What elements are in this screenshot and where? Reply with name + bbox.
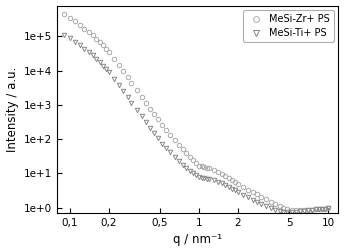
MeSi-Ti+ PS: [285, 211, 289, 214]
MeSi-Ti+ PS: [62, 34, 66, 37]
MeSi-Ti+ PS: [326, 207, 330, 210]
MeSi-Zr+ PS: [129, 82, 133, 85]
MeSi-Zr+ PS: [62, 13, 66, 16]
MeSi-Ti+ PS: [216, 180, 220, 183]
Line: MeSi-Ti+ PS: MeSi-Ti+ PS: [62, 33, 331, 214]
MeSi-Zr+ PS: [298, 209, 302, 212]
MeSi-Zr+ PS: [126, 76, 130, 79]
MeSi-Zr+ PS: [181, 148, 185, 151]
Line: MeSi-Zr+ PS: MeSi-Zr+ PS: [62, 12, 331, 213]
Y-axis label: Intensity / a.u.: Intensity / a.u.: [6, 67, 19, 152]
MeSi-Zr+ PS: [216, 171, 220, 174]
MeSi-Ti+ PS: [306, 209, 310, 212]
X-axis label: q / nm⁻¹: q / nm⁻¹: [173, 233, 222, 246]
MeSi-Ti+ PS: [126, 96, 130, 99]
Legend: MeSi-Zr+ PS, MeSi-Ti+ PS: MeSi-Zr+ PS, MeSi-Ti+ PS: [243, 10, 334, 42]
MeSi-Ti+ PS: [181, 163, 185, 166]
MeSi-Ti+ PS: [212, 179, 216, 182]
MeSi-Zr+ PS: [306, 209, 310, 212]
MeSi-Zr+ PS: [326, 207, 330, 210]
MeSi-Zr+ PS: [212, 169, 216, 172]
MeSi-Ti+ PS: [129, 101, 133, 104]
